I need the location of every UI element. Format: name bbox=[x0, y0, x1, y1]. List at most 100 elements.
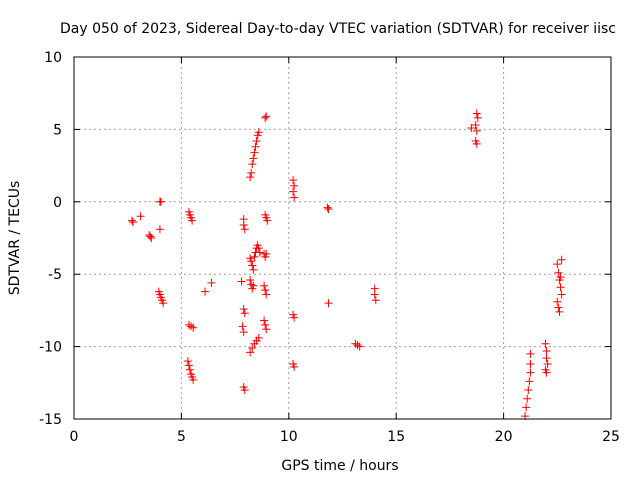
data-point bbox=[247, 280, 256, 289]
data-point bbox=[355, 342, 364, 351]
x-tick-label: 25 bbox=[602, 429, 620, 445]
data-point bbox=[370, 290, 379, 299]
data-point bbox=[201, 287, 210, 296]
data-point bbox=[254, 333, 263, 342]
data-point bbox=[183, 357, 192, 366]
data-points bbox=[127, 109, 566, 421]
data-point bbox=[542, 368, 551, 377]
data-point bbox=[543, 359, 552, 368]
data-point bbox=[207, 278, 216, 287]
data-point bbox=[261, 113, 270, 122]
x-tick-label: 15 bbox=[387, 429, 405, 445]
data-point bbox=[246, 275, 255, 284]
data-point bbox=[188, 216, 197, 225]
data-point bbox=[240, 309, 249, 318]
data-point bbox=[553, 260, 562, 269]
data-point bbox=[553, 297, 562, 306]
data-point bbox=[263, 216, 272, 225]
x-axis-title: GPS time / hours bbox=[281, 458, 398, 474]
data-point bbox=[324, 205, 333, 214]
data-point bbox=[262, 325, 271, 334]
data-point bbox=[290, 181, 299, 190]
data-point bbox=[237, 277, 246, 286]
data-point bbox=[262, 112, 271, 121]
data-point bbox=[324, 299, 333, 308]
data-point bbox=[525, 377, 534, 386]
y-tick-label: -10 bbox=[39, 340, 62, 356]
data-point bbox=[187, 322, 196, 331]
data-point bbox=[260, 316, 269, 325]
data-point bbox=[526, 359, 535, 368]
data-point bbox=[260, 281, 269, 290]
data-point bbox=[261, 286, 270, 295]
data-point bbox=[248, 261, 257, 270]
data-point bbox=[238, 322, 247, 331]
data-point bbox=[239, 304, 248, 313]
data-point bbox=[262, 290, 271, 299]
data-point bbox=[471, 121, 480, 130]
data-point bbox=[541, 339, 550, 348]
data-point bbox=[556, 273, 565, 282]
data-point bbox=[189, 375, 198, 384]
data-point bbox=[290, 313, 299, 322]
data-point bbox=[371, 296, 380, 305]
data-point bbox=[129, 218, 138, 227]
data-point bbox=[554, 268, 563, 277]
data-point bbox=[555, 307, 564, 316]
data-point bbox=[136, 212, 145, 221]
data-point bbox=[556, 283, 565, 292]
data-point bbox=[254, 244, 263, 253]
data-point bbox=[249, 281, 258, 290]
data-point bbox=[246, 348, 255, 357]
data-point bbox=[184, 320, 193, 329]
data-point bbox=[252, 136, 261, 145]
data-point bbox=[239, 328, 248, 337]
y-axis-title: SDTVAR / TECUs bbox=[7, 181, 23, 296]
data-point bbox=[250, 252, 259, 261]
x-tick-label: 5 bbox=[177, 429, 186, 445]
data-point bbox=[246, 173, 255, 182]
grid-lines bbox=[74, 57, 611, 419]
y-tick-label: 5 bbox=[53, 122, 62, 138]
data-point bbox=[248, 344, 257, 353]
data-point bbox=[289, 176, 298, 185]
data-point bbox=[557, 290, 566, 299]
x-tick-label: 20 bbox=[495, 429, 513, 445]
plot-frame bbox=[73, 56, 612, 420]
data-point bbox=[473, 113, 482, 122]
chart-title: Day 050 of 2023, Sidereal Day-to-day VTE… bbox=[60, 21, 616, 37]
data-point bbox=[467, 123, 476, 132]
data-point bbox=[472, 126, 481, 135]
data-point bbox=[240, 386, 249, 395]
data-point bbox=[290, 193, 299, 202]
data-point bbox=[255, 248, 264, 257]
data-point bbox=[159, 299, 168, 308]
data-point bbox=[554, 303, 563, 312]
axis-ticks: 0 5 10 15 20 25 -15 -10 -5 0 5 10 bbox=[39, 50, 620, 445]
data-point bbox=[472, 109, 481, 118]
data-point bbox=[289, 187, 298, 196]
data-point bbox=[261, 320, 270, 329]
data-point bbox=[247, 257, 256, 266]
data-point bbox=[254, 128, 263, 137]
data-point bbox=[127, 216, 136, 225]
data-point bbox=[189, 323, 198, 332]
data-point bbox=[290, 362, 299, 371]
data-point bbox=[250, 148, 259, 157]
data-point bbox=[247, 168, 256, 177]
data-point bbox=[249, 154, 258, 163]
data-point bbox=[523, 394, 532, 403]
data-point bbox=[526, 349, 535, 358]
data-point bbox=[323, 203, 332, 212]
data-point bbox=[557, 255, 566, 264]
data-point bbox=[239, 220, 248, 229]
data-point bbox=[156, 197, 165, 206]
data-point bbox=[522, 403, 531, 412]
y-tick-label: -15 bbox=[39, 412, 62, 428]
data-point bbox=[248, 160, 257, 169]
data-point bbox=[472, 139, 481, 148]
data-point bbox=[240, 225, 249, 234]
y-tick-label: 10 bbox=[44, 50, 62, 66]
data-point bbox=[251, 142, 260, 151]
